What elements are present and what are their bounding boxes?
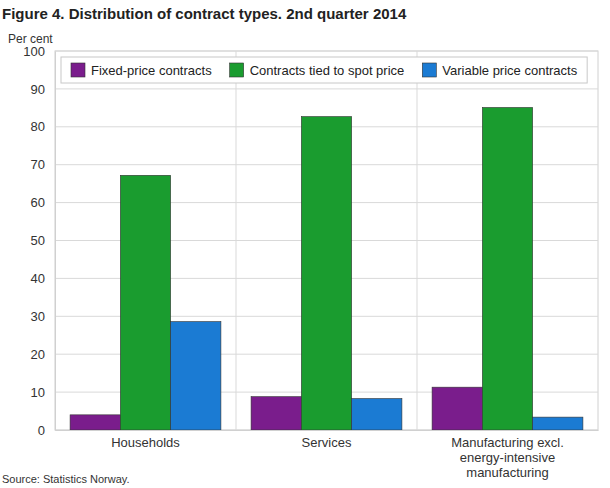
y-tick: 40 <box>31 271 55 286</box>
legend-label: Contracts tied to spot price <box>250 63 405 78</box>
y-tick: 70 <box>31 157 55 172</box>
category-separator <box>236 51 237 430</box>
bars <box>70 107 583 430</box>
y-tick-label: 100 <box>23 44 45 59</box>
x-tick: Services <box>302 430 352 450</box>
title: Figure 4. Distribution of contract types… <box>2 5 407 22</box>
x-tick: Manufacturing excl.energy-intensivemanuf… <box>451 430 564 480</box>
legend-item: Variable price contracts <box>422 63 577 78</box>
legend-swatch <box>71 63 85 77</box>
source: Source: Statistics Norway. <box>2 473 130 485</box>
legend-swatch <box>422 63 436 77</box>
legend: Fixed-price contracts Contracts tied to s… <box>61 57 587 83</box>
plot: 0 10 20 30 40 50 60 70 80 90 100 Households Services… <box>23 44 598 480</box>
bar <box>120 175 170 430</box>
x-axis: Households Services Manufacturing excl.ene… <box>56 430 599 480</box>
y-tick-label: 10 <box>31 385 45 400</box>
bar <box>301 117 351 430</box>
y-tick: 20 <box>31 347 55 362</box>
y-tick: 100 <box>23 44 55 59</box>
x-tick-label: Services <box>302 435 352 450</box>
bar <box>432 387 482 430</box>
y-tick-label: 60 <box>31 195 45 210</box>
plot-frame <box>55 51 598 430</box>
bar <box>251 397 301 430</box>
y-tick-label: 90 <box>31 82 45 97</box>
y-tick: 90 <box>31 82 55 97</box>
y-tick: 0 <box>38 423 55 438</box>
grid-line <box>55 51 598 52</box>
y-tick-label: 50 <box>31 233 45 248</box>
y-tick-label: 70 <box>31 157 45 172</box>
x-tick: Households <box>111 430 180 450</box>
x-tick-label: Manufacturing excl.energy-intensivemanuf… <box>451 435 564 480</box>
y-axis: 0 10 20 30 40 50 60 70 80 90 100 <box>23 44 55 438</box>
grid-line <box>55 88 598 89</box>
bar <box>70 415 120 430</box>
y-tick: 60 <box>31 195 55 210</box>
category-separator <box>417 51 418 430</box>
y-tick-label: 30 <box>31 309 45 324</box>
y-tick-label: 20 <box>31 347 45 362</box>
y-tick: 50 <box>31 233 55 248</box>
y-tick-label: 0 <box>38 423 45 438</box>
y-tick: 80 <box>31 119 55 134</box>
y-axis-line <box>55 52 56 431</box>
bar <box>171 322 221 430</box>
x-axis-line <box>56 430 599 431</box>
bar <box>352 399 402 430</box>
chart: Figure 4. Distribution of contract types… <box>0 0 610 488</box>
y-tick: 30 <box>31 309 55 324</box>
legend-item: Fixed-price contracts <box>71 63 212 78</box>
bar <box>482 107 532 430</box>
legend-item: Contracts tied to spot price <box>230 63 405 78</box>
legend-label: Fixed-price contracts <box>91 63 212 78</box>
legend-box <box>61 57 587 83</box>
y-tick-label: 40 <box>31 271 45 286</box>
y-tick-label: 80 <box>31 119 45 134</box>
legend-swatch <box>230 63 244 77</box>
y-tick: 10 <box>31 385 55 400</box>
legend-label: Variable price contracts <box>442 63 577 78</box>
x-tick-label: Households <box>111 435 180 450</box>
bar <box>533 417 583 430</box>
